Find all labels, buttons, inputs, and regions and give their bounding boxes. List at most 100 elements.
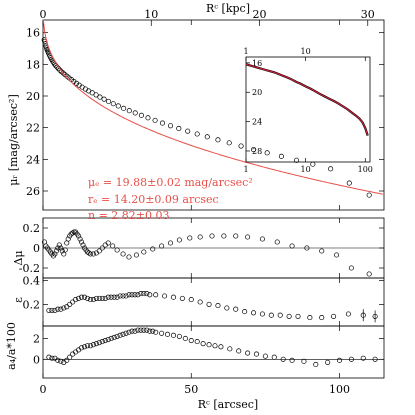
residual-y-axis-label: Δμ [12, 250, 25, 265]
a4-point-25 [120, 331, 126, 337]
a4-point-20 [105, 336, 111, 343]
ellipticity-point-14 [87, 297, 93, 303]
a4-point-13 [84, 343, 91, 349]
ellipticity-point-55 [345, 311, 351, 317]
a4-point-19 [102, 338, 108, 344]
ellipticity-point-23 [114, 294, 120, 300]
ellipticity-y-axis-label: ε [12, 297, 25, 303]
ellipticity-point-0 [46, 307, 52, 313]
ellipticity-point-15 [90, 297, 96, 303]
ellipticity-point-36 [162, 293, 168, 299]
ellipticity-point-13 [84, 295, 91, 301]
surface-brightness-point-40 [132, 110, 138, 116]
a4-y-axis-label: a₄/a*100 [5, 322, 18, 370]
ellipticity-point-54 [331, 313, 337, 319]
ellipticity-point-50 [286, 313, 292, 319]
residual-point-38 [110, 243, 116, 249]
ellipticity-point-25 [120, 293, 126, 299]
sersic-model-curve [42, 19, 383, 195]
a4-point-62 [372, 356, 378, 362]
surface-brightness-point-50 [215, 137, 221, 143]
residual-y-tick-label-0: -0.2 [19, 262, 40, 275]
residual-point-48 [187, 235, 193, 241]
ellipticity-point-29 [132, 292, 138, 298]
ellipticity-point-20 [105, 294, 111, 300]
a4-point-41 [182, 335, 188, 342]
a4-point-53 [271, 354, 277, 360]
ellipticity-point-1 [49, 307, 55, 313]
inset-y-tick-label-3: 28 [252, 147, 262, 156]
residual-point-31 [87, 251, 93, 257]
ellipticity-point-26 [123, 293, 129, 299]
surface-brightness-panel: 16 18 20 22 24 26 0 10 20 30 [26, 8, 385, 211]
ellipticity-point-3 [55, 306, 61, 312]
surface-brightness-point-42 [145, 115, 151, 121]
inset-frame [245, 56, 371, 163]
annotation-n: n = 2.82±0.03 [88, 209, 170, 222]
inset-y-tick-label-0: 16 [252, 59, 262, 68]
ellipticity-point-38 [179, 295, 185, 301]
residual-point-23 [76, 233, 82, 239]
residual-point-56 [289, 243, 295, 249]
a4-point-37 [159, 330, 165, 336]
ellipticity-point-8 [70, 299, 76, 305]
residual-point-32 [90, 251, 96, 257]
main-y-axis-label: μᵣ [mag/arcsec²] [7, 94, 20, 186]
surface-brightness-point-49 [204, 134, 210, 140]
surface-brightness-y-tick-label-5: 26 [26, 185, 40, 198]
a4-point-21 [108, 335, 114, 342]
a4-point-45 [206, 342, 212, 348]
a4-point-54 [280, 356, 286, 362]
ellipticity-point-51 [295, 313, 301, 319]
residual-point-41 [126, 254, 132, 260]
a4-point-12 [81, 344, 88, 350]
ellipticity-point-18 [99, 295, 105, 301]
a4-point-52 [262, 353, 268, 359]
a4-point-46 [212, 343, 218, 349]
residual-point-11 [58, 245, 64, 251]
a4-point-56 [301, 358, 307, 364]
residual-point-8 [53, 248, 59, 254]
surface-brightness-point-36 [110, 101, 116, 107]
a4-point-16 [93, 341, 99, 347]
surface-brightness-point-52 [238, 143, 244, 149]
a4-point-28 [129, 328, 135, 334]
residual-point-10 [56, 242, 62, 248]
x2-tick-label-1: 10 [144, 8, 158, 21]
residual-point-59 [334, 252, 340, 258]
ellipticity-point-39 [188, 297, 194, 303]
surface-brightness-point-57 [310, 161, 316, 167]
surface-brightness-y-tick-label-1: 18 [26, 58, 40, 71]
ellipticity-point-47 [259, 311, 265, 317]
surface-brightness-point-55 [278, 153, 284, 159]
a4-point-35 [150, 328, 156, 334]
residual-point-58 [319, 248, 325, 254]
residual-point-9 [55, 245, 61, 251]
ellipticity-point-7 [67, 301, 73, 307]
bottom-x-axis-label: Rᶜ [arcsec] [198, 398, 258, 411]
surface-brightness-y-tick-label-3: 22 [26, 122, 40, 135]
surface-brightness-point-47 [185, 128, 191, 134]
inset-x-tick-label-top-1: 10 [301, 47, 311, 56]
surface-brightness-point-54 [264, 150, 270, 156]
residual-point-43 [141, 249, 147, 255]
residual-point-53 [245, 234, 251, 240]
surface-brightness-point-46 [176, 125, 182, 132]
ellipticity-point-28 [129, 292, 135, 298]
residual-point-61 [366, 271, 372, 277]
a4-point-40 [176, 333, 182, 339]
inset-y-tick-label-1: 20 [252, 88, 262, 97]
residual-point-7 [52, 251, 58, 257]
a4-point-1 [49, 355, 55, 361]
residual-point-39 [114, 247, 120, 253]
ellipticity-point-33 [144, 291, 150, 297]
surface-brightness-point-44 [159, 120, 166, 126]
a4-point-11 [78, 345, 85, 351]
ellipticity-point-52 [307, 315, 313, 321]
residual-point-45 [159, 243, 165, 249]
surface-brightness-point-34 [101, 96, 107, 102]
ellipticity-point-43 [224, 305, 230, 311]
x-tick-label-2: 100 [329, 383, 350, 396]
a4-point-3 [55, 357, 61, 363]
ellipticity-point-35 [153, 292, 159, 298]
